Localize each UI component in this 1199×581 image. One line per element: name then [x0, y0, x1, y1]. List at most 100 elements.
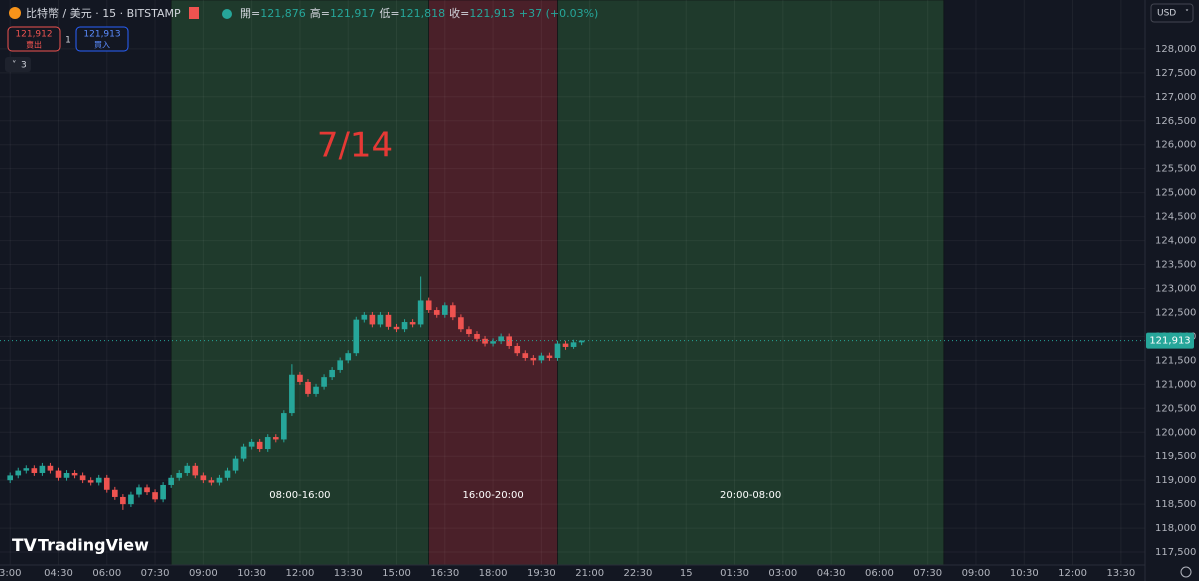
y-tick-label: 127,000 — [1155, 92, 1196, 103]
currency-select[interactable] — [1150, 3, 1194, 23]
candle-body — [570, 342, 577, 347]
session-zone — [170, 0, 430, 566]
candle-body — [95, 477, 102, 483]
currency: USD — [1157, 9, 1176, 19]
candle-body — [248, 441, 255, 447]
sell-price: 121,912 — [15, 30, 52, 40]
close-value: 121,913 — [469, 7, 515, 20]
x-tick-label: 22:30 — [624, 568, 653, 579]
y-tick-label: 126,000 — [1155, 140, 1196, 151]
y-tick-label: 118,500 — [1155, 499, 1196, 510]
last-price-label: 121,913 — [1149, 336, 1190, 347]
candle-body — [224, 470, 231, 478]
candle-body — [385, 314, 392, 327]
y-tick-label: 124,500 — [1155, 212, 1196, 223]
y-tick-label: 123,500 — [1155, 260, 1196, 271]
candle-body — [369, 314, 376, 325]
low-value: 121,818 — [400, 7, 446, 20]
candle-body — [297, 374, 303, 382]
candle-body — [514, 345, 521, 354]
candle-body — [39, 465, 46, 473]
candle-body — [361, 314, 368, 320]
candle-body — [232, 458, 239, 471]
indicators-toggle[interactable] — [5, 57, 31, 72]
candle-body — [112, 489, 118, 497]
candle-body — [192, 465, 199, 476]
candle-body — [450, 305, 456, 318]
x-tick-label: 06:00 — [865, 568, 894, 579]
candle-body — [208, 480, 215, 483]
y-tick-label: 128,000 — [1155, 44, 1196, 55]
candle-body — [417, 300, 424, 325]
x-tick-label: 10:30 — [237, 568, 266, 579]
candle-body — [578, 340, 585, 343]
x-tick-label: 01:30 — [720, 568, 749, 579]
buy-button[interactable] — [75, 26, 129, 52]
settings-icon[interactable] — [1180, 566, 1192, 578]
candle-body — [554, 343, 561, 358]
candle-body — [482, 338, 488, 344]
candle-body — [128, 494, 134, 505]
y-tick-label: 119,500 — [1155, 451, 1196, 462]
y-tick-label: 121,000 — [1155, 379, 1196, 390]
candle-body — [337, 360, 343, 370]
brand: TradingView — [38, 536, 149, 555]
x-tick-label: 21:00 — [575, 568, 604, 579]
candle-body — [160, 484, 166, 500]
y-tick-label: 122,500 — [1155, 307, 1196, 318]
y-tick-label: 121,500 — [1155, 355, 1196, 366]
candle-body — [522, 353, 529, 358]
candle-body — [433, 310, 440, 315]
x-tick-label: 04:30 — [44, 568, 73, 579]
x-tick-label: 12:00 — [1058, 568, 1087, 579]
y-tick-label: 120,500 — [1155, 403, 1196, 414]
x-tick-label: 13:30 — [334, 568, 363, 579]
candle-body — [168, 477, 174, 485]
candle-body — [321, 377, 327, 387]
x-tick-label: 15:00 — [382, 568, 411, 579]
buy-label: 買入 — [94, 41, 110, 50]
flag-icon[interactable] — [189, 7, 199, 19]
candle-body — [120, 496, 126, 505]
candle-body — [538, 355, 545, 361]
x-tick-label: 04:30 — [817, 568, 846, 579]
candle-body — [393, 326, 400, 330]
candle-body — [562, 343, 569, 347]
candle-body — [200, 475, 207, 481]
x-tick-label: 15 — [680, 568, 693, 579]
session-label: 08:00-16:00 — [269, 490, 330, 501]
x-tick-label: 12:00 — [286, 568, 315, 579]
y-tick-label: 118,000 — [1155, 523, 1196, 534]
candle-body — [103, 477, 110, 490]
y-tick-label: 124,000 — [1155, 236, 1196, 247]
sell-button[interactable] — [7, 26, 61, 52]
candle-body — [240, 446, 247, 459]
open-label: 開= — [240, 7, 260, 20]
y-tick-label: 117,500 — [1155, 547, 1196, 558]
candle-body — [329, 369, 335, 378]
x-tick-label: 13:30 — [1106, 568, 1135, 579]
brand-logo: 𝗧𝗩 — [12, 536, 38, 556]
session-label: 16:00-20:00 — [462, 490, 523, 501]
low-label: 低= — [379, 7, 399, 20]
y-tick-label: 125,000 — [1155, 188, 1196, 199]
candle-body — [136, 487, 142, 495]
candle-body — [176, 472, 183, 478]
last-price-tag — [1146, 332, 1194, 349]
candle-body — [79, 475, 86, 481]
x-tick-label: 18:00 — [479, 568, 508, 579]
x-tick-label: 09:00 — [189, 568, 218, 579]
dropdown-arrow: ˅ — [1185, 9, 1189, 18]
change: +37 (+0.03%) — [519, 7, 598, 20]
candle-body — [289, 374, 295, 414]
candle-body — [7, 475, 14, 481]
candle-body — [71, 472, 78, 476]
candle-body — [55, 470, 62, 478]
y-tick-label: 123,000 — [1155, 283, 1196, 294]
x-tick-label: 03:00 — [768, 568, 797, 579]
candle-body — [353, 319, 360, 354]
coin-icon — [9, 7, 21, 19]
candle-body — [401, 322, 408, 330]
ohlc: 開=121,876 高=121,917 低=121,818 收=121,913 +37 … — [240, 6, 598, 20]
candle-body — [184, 465, 191, 473]
